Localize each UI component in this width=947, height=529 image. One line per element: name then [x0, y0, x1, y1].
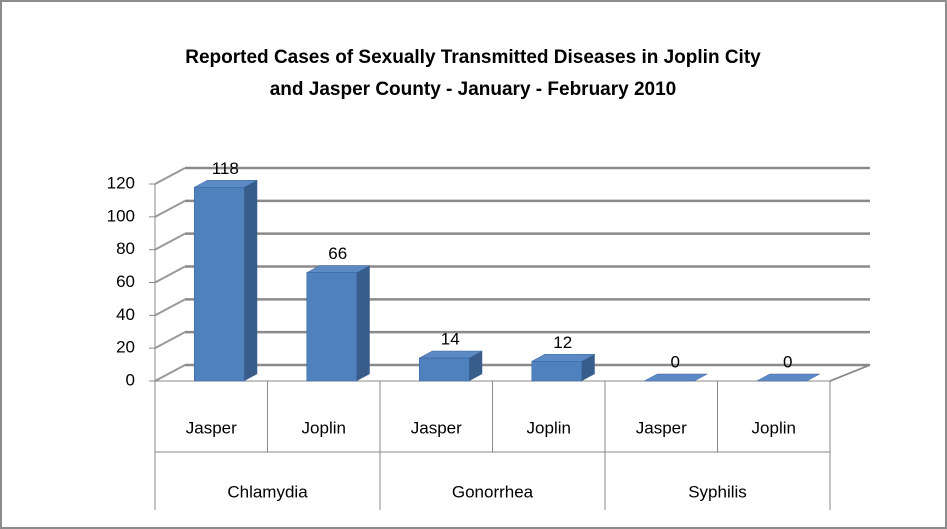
y-tick-label: 20 [116, 338, 135, 357]
y-tick-label: 120 [107, 173, 135, 192]
group-label: Syphilis [688, 482, 747, 501]
x-axis-back [829, 364, 871, 382]
grid-line-side [154, 232, 186, 251]
grid-line-side [154, 298, 186, 317]
bar [419, 357, 470, 382]
chart-title: Reported Cases of Sexually Transmitted D… [185, 47, 761, 68]
y-tick-label: 60 [116, 272, 135, 291]
bar-side [469, 351, 483, 381]
bar-top [644, 373, 708, 382]
x-tick-label: Jasper [411, 418, 462, 437]
grid-line-side [154, 331, 186, 350]
group-label: Gonorrhea [452, 482, 534, 501]
x-tick-label: Joplin [752, 418, 796, 437]
bar [306, 272, 357, 382]
bar [194, 187, 245, 382]
data-label: 0 [783, 352, 792, 371]
grid-line-side [154, 364, 186, 382]
y-tick-label: 40 [116, 305, 135, 324]
data-label: 66 [328, 244, 347, 263]
bar-side [244, 180, 258, 381]
x-tick-label: Joplin [527, 418, 571, 437]
grid-line-side [154, 167, 186, 185]
data-label: 118 [212, 159, 239, 178]
data-label: 12 [553, 333, 572, 352]
y-tick-label: 0 [126, 370, 135, 389]
chart-title: and Jasper County - January - February 2… [270, 79, 677, 100]
bar-top [756, 373, 820, 382]
y-tick-label: 100 [107, 206, 135, 225]
bar-side [581, 354, 595, 381]
x-tick-label: Joplin [302, 418, 346, 437]
y-tick-label: 80 [116, 239, 135, 258]
x-tick-label: Jasper [636, 418, 687, 437]
bar-side [356, 265, 370, 381]
data-label: 0 [671, 352, 680, 371]
grid-line-side [154, 265, 186, 284]
x-tick-label: Jasper [186, 418, 237, 437]
data-label: 14 [441, 330, 460, 349]
bar [531, 361, 582, 382]
grid-line-side [154, 199, 186, 218]
group-label: Chlamydia [227, 482, 308, 501]
